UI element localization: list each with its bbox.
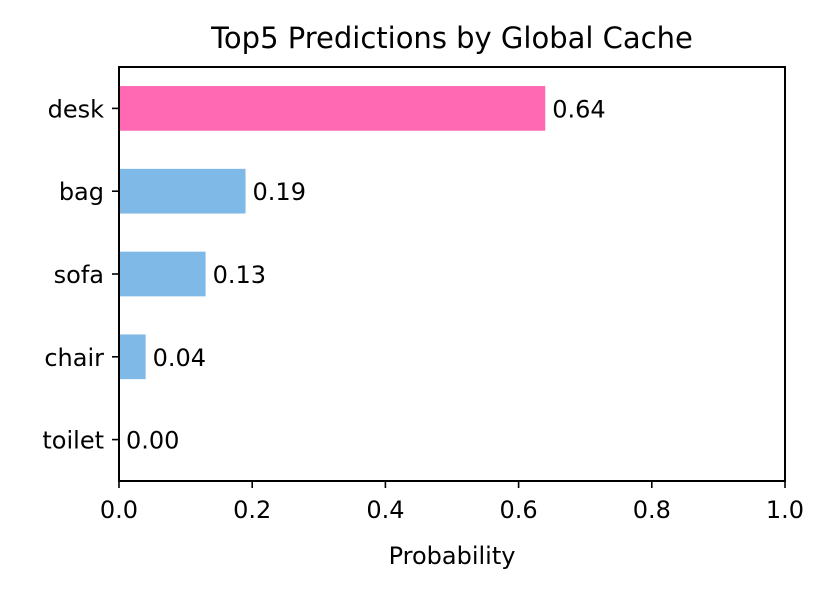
bar-chair bbox=[119, 334, 146, 380]
value-label-toilet: 0.00 bbox=[126, 427, 179, 455]
x-tick-label-5: 1.0 bbox=[766, 496, 804, 524]
y-tick-label-sofa: sofa bbox=[54, 261, 104, 289]
bars-group bbox=[119, 86, 546, 380]
value-label-sofa: 0.13 bbox=[213, 261, 266, 289]
bar-desk bbox=[119, 86, 546, 131]
x-tick-label-0: 0.0 bbox=[100, 496, 138, 524]
y-tick-label-bag: bag bbox=[59, 178, 104, 206]
x-tick-label-4: 0.8 bbox=[633, 496, 671, 524]
y-tick-label-toilet: toilet bbox=[42, 427, 104, 455]
value-label-chair: 0.04 bbox=[153, 344, 206, 372]
x-tick-label-3: 0.6 bbox=[500, 496, 538, 524]
x-tick-label-2: 0.4 bbox=[366, 496, 404, 524]
chart-title: Top5 Predictions by Global Cache bbox=[210, 21, 693, 55]
x-axis-label: Probability bbox=[389, 542, 516, 570]
x-axis-ticks: 0.0 0.2 0.4 0.6 0.8 1.0 bbox=[100, 481, 804, 524]
plot-frame bbox=[118, 66, 786, 482]
bar-sofa bbox=[119, 251, 206, 297]
value-label-bag: 0.19 bbox=[253, 178, 306, 206]
y-tick-label-chair: chair bbox=[44, 344, 104, 372]
value-labels-group: 0.64 0.19 0.13 0.04 0.00 bbox=[126, 95, 606, 454]
x-tick-label-1: 0.2 bbox=[233, 496, 271, 524]
value-label-desk: 0.64 bbox=[552, 95, 605, 123]
y-axis-ticks: desk bag sofa chair toilet bbox=[42, 95, 119, 455]
bar-bag bbox=[119, 168, 246, 214]
y-tick-label-desk: desk bbox=[48, 95, 105, 123]
